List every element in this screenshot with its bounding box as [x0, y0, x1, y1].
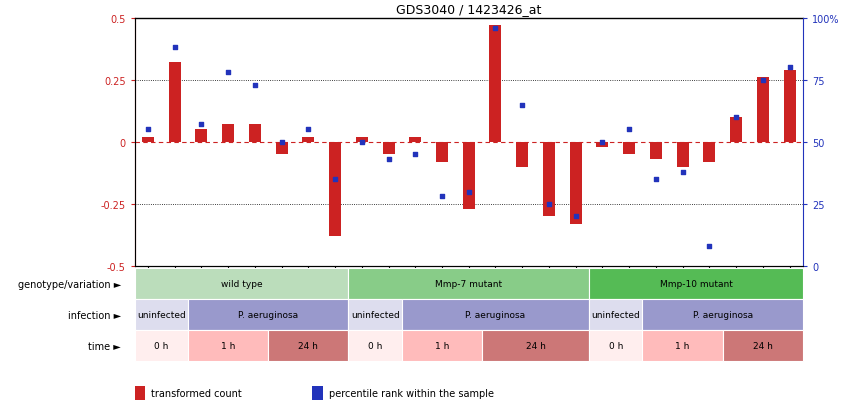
Point: [462, 189, 476, 195]
Bar: [141, 138, 154, 142]
Bar: [312, 386, 323, 400]
Bar: [589, 330, 642, 361]
Text: 0 h: 0 h: [368, 342, 382, 350]
Bar: [516, 142, 529, 167]
Bar: [596, 142, 608, 147]
Text: wild type: wild type: [220, 280, 262, 288]
Text: uninfected: uninfected: [137, 311, 186, 319]
Bar: [329, 142, 341, 237]
Bar: [268, 330, 348, 361]
Text: P. aeruginosa: P. aeruginosa: [465, 311, 525, 319]
Point: [194, 122, 208, 128]
Bar: [589, 268, 803, 299]
Bar: [703, 142, 715, 162]
Bar: [135, 299, 188, 330]
Text: 1 h: 1 h: [675, 342, 690, 350]
Point: [542, 201, 556, 208]
Bar: [463, 142, 475, 209]
Text: 1 h: 1 h: [221, 342, 235, 350]
Point: [221, 70, 235, 76]
Bar: [195, 130, 207, 142]
Point: [248, 82, 262, 89]
Point: [355, 139, 369, 146]
Bar: [168, 63, 181, 142]
Text: 1 h: 1 h: [435, 342, 449, 350]
Text: percentile rank within the sample: percentile rank within the sample: [329, 388, 494, 398]
Point: [702, 243, 716, 250]
Text: transformed count: transformed count: [151, 388, 241, 398]
Bar: [642, 330, 723, 361]
Bar: [569, 142, 582, 224]
Bar: [676, 142, 688, 167]
Title: GDS3040 / 1423426_at: GDS3040 / 1423426_at: [396, 3, 542, 16]
Bar: [188, 330, 268, 361]
Bar: [348, 299, 402, 330]
Text: genotype/variation ►: genotype/variation ►: [18, 279, 122, 289]
Bar: [409, 138, 421, 142]
Text: time ►: time ►: [89, 341, 122, 351]
Bar: [402, 330, 482, 361]
Bar: [784, 71, 796, 142]
Bar: [757, 78, 769, 142]
Point: [382, 157, 396, 163]
Bar: [348, 330, 402, 361]
Point: [301, 127, 315, 133]
Bar: [436, 142, 448, 162]
Point: [622, 127, 636, 133]
Bar: [222, 125, 234, 142]
Bar: [542, 142, 555, 217]
Point: [435, 194, 449, 200]
Bar: [249, 125, 261, 142]
Bar: [723, 330, 803, 361]
Point: [408, 152, 422, 158]
Point: [141, 127, 155, 133]
Point: [595, 139, 609, 146]
Bar: [135, 386, 145, 400]
Bar: [650, 142, 662, 160]
Point: [783, 65, 797, 71]
Text: 24 h: 24 h: [753, 342, 773, 350]
Bar: [135, 330, 188, 361]
Point: [756, 77, 770, 84]
Text: 24 h: 24 h: [526, 342, 545, 350]
Text: P. aeruginosa: P. aeruginosa: [693, 311, 753, 319]
Point: [168, 45, 181, 52]
Text: Mmp-10 mutant: Mmp-10 mutant: [660, 280, 733, 288]
Bar: [383, 142, 395, 155]
Bar: [402, 299, 589, 330]
Bar: [348, 268, 589, 299]
Bar: [589, 299, 642, 330]
Point: [675, 169, 689, 176]
Bar: [623, 142, 635, 155]
Bar: [356, 138, 368, 142]
Text: 24 h: 24 h: [299, 342, 319, 350]
Point: [516, 102, 529, 109]
Text: P. aeruginosa: P. aeruginosa: [238, 311, 299, 319]
Point: [274, 139, 288, 146]
Point: [328, 176, 342, 183]
Text: uninfected: uninfected: [351, 311, 399, 319]
Point: [649, 176, 663, 183]
Bar: [188, 299, 348, 330]
Bar: [730, 118, 742, 142]
Bar: [275, 142, 287, 155]
Bar: [642, 299, 803, 330]
Text: Mmp-7 mutant: Mmp-7 mutant: [435, 280, 503, 288]
Bar: [490, 26, 502, 142]
Bar: [135, 268, 348, 299]
Point: [729, 114, 743, 121]
Bar: [482, 330, 589, 361]
Text: infection ►: infection ►: [68, 310, 122, 320]
Point: [569, 214, 582, 220]
Text: uninfected: uninfected: [591, 311, 640, 319]
Point: [489, 25, 503, 32]
Bar: [302, 138, 314, 142]
Text: 0 h: 0 h: [155, 342, 168, 350]
Text: 0 h: 0 h: [608, 342, 623, 350]
